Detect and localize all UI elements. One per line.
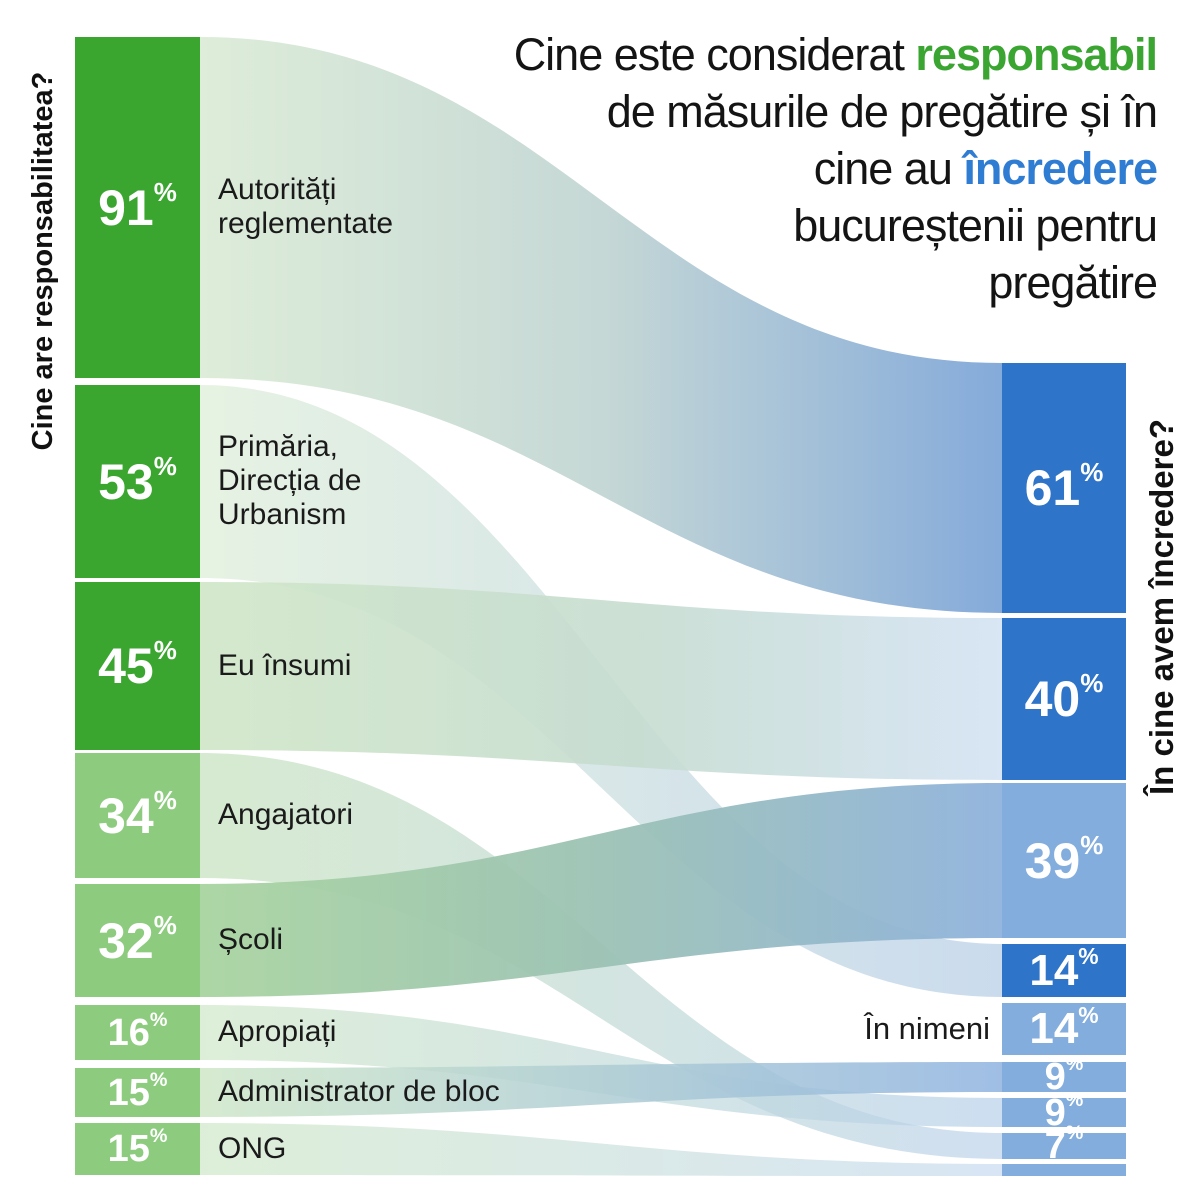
left-bar-scoli: 32% [75, 884, 200, 997]
ribbon-autoritati-to-61 [200, 37, 1002, 613]
value-label: 14% [1029, 1001, 1099, 1053]
value-label: 40% [1024, 668, 1104, 727]
title-line-1: Cine este considerat responsabil [513, 29, 1158, 80]
ribbon-administrator-to-9 [200, 1062, 1002, 1117]
left-bar-ong: 15% [75, 1123, 200, 1175]
category-label-ong: ONG [218, 1132, 287, 1165]
value-label: 45% [98, 635, 177, 694]
right-bar-9b: 9% [1002, 1090, 1126, 1132]
right-bar-14-nimeni: 14% [1002, 1003, 1126, 1055]
right-bar-9a: 9% [1002, 1054, 1126, 1096]
category-label-administrator: Administrator de bloc [218, 1075, 500, 1108]
value-label: 9% [1044, 1053, 1084, 1098]
left-bar-primaria: 53% [75, 385, 200, 578]
right-axis-label: În cine avem încredere? [1143, 419, 1180, 796]
ribbon-scoli-to-39 [200, 783, 1002, 997]
left-bar-eu-insumi: 45% [75, 582, 200, 750]
right-bar-14-dark: 14% [1002, 944, 1126, 997]
value-label: 15% [107, 1068, 168, 1114]
left-bar-apropiati: 16% [75, 1005, 200, 1060]
right-bar-40: 40% [1002, 618, 1126, 780]
value-label: 32% [98, 909, 177, 969]
title-line-5: pregătire [988, 257, 1158, 308]
value-label: 15% [107, 1125, 168, 1170]
value-label: 7% [1044, 1122, 1084, 1167]
value-label: 53% [98, 450, 177, 510]
value-label: 14% [1029, 943, 1099, 995]
ribbon-ong-to-bottom [200, 1123, 1002, 1176]
value-label: 16% [107, 1008, 168, 1054]
title-line-3: cine au încredere [813, 143, 1158, 194]
left-bar-angajatori: 34% [75, 753, 200, 878]
value-label: 39% [1024, 829, 1104, 889]
right-bar-61: 61% [1002, 363, 1126, 613]
no-one-label: În nimeni [864, 1011, 990, 1046]
value-label: 9% [1044, 1088, 1084, 1134]
ribbon-eu-insumi-to-40 [200, 582, 1002, 780]
value-label: 91% [98, 176, 177, 236]
category-label-scoli: Școli [218, 923, 284, 956]
left-bar-autoritati: 91% [75, 37, 200, 378]
right-bar-39: 39% [1002, 783, 1126, 938]
category-label-primaria: Primăria, Direcția de Urbanism [218, 430, 362, 531]
category-label-apropiati: Apropiați [218, 1015, 337, 1048]
category-label-eu-insumi: Eu însumi [218, 649, 352, 682]
value-label: 34% [98, 784, 177, 844]
right-bar-stub [1002, 1164, 1126, 1176]
title-line-4: bucureștenii pentru [793, 200, 1158, 251]
left-bar-administrator: 15% [75, 1068, 200, 1117]
title-line-2: de măsurile de pregătire și în [606, 86, 1158, 137]
right-bar-7: 7% [1002, 1123, 1126, 1165]
category-label-angajatori: Angajatori [218, 798, 354, 831]
category-label-autoritati: Autorități reglementate [218, 173, 394, 240]
left-axis-label: Cine are responsabilitatea? [27, 71, 59, 451]
value-label: 61% [1024, 457, 1104, 516]
chart-title: Cine este considerat responsabil de măsu… [513, 26, 1158, 311]
